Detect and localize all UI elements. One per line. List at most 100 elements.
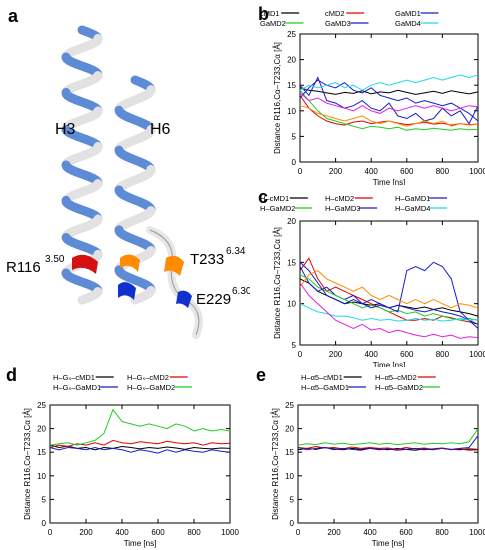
legend-label: H–cMD1 (260, 194, 289, 203)
series-line-4 (299, 261, 479, 325)
x-axis-label: Time [ns] (372, 539, 405, 548)
residue-r116-superscript: 3.50 (45, 254, 65, 265)
residue-t233-orange-left (120, 254, 140, 272)
legend-label: H–α5–GaMD1 (301, 383, 349, 392)
helix-h6-label: H6 (150, 121, 171, 138)
y-tick-label: 20 (37, 425, 46, 434)
plot-frame (299, 220, 479, 346)
x-axis-label: Time [ns] (373, 178, 406, 185)
legend-label: H–GaMD4 (395, 204, 430, 213)
x-tick-label: 400 (365, 167, 379, 176)
residue-r116-label: R116 (6, 259, 41, 276)
legend-label: H–GaMD3 (325, 204, 360, 213)
series-line-1 (49, 439, 231, 448)
residue-t233-label: T233 (190, 251, 224, 268)
legend-label: H–cMD2 (325, 194, 354, 203)
x-tick-label: 600 (400, 350, 414, 359)
series-line-7 (299, 92, 479, 114)
series-line-5 (299, 74, 479, 91)
legend-label: cMD2 (325, 9, 345, 18)
x-axis-label: Time [ns] (124, 539, 157, 548)
chart-b: 0 200 400 600 800 1000 0 5 10 15 20 25 Time [ns] Dist… (260, 9, 485, 185)
legend-label: H–Gₛ–GaMD1 (53, 383, 101, 392)
series-line-0 (299, 87, 479, 95)
series-line-7 (299, 282, 479, 339)
panel-label-e: e (256, 365, 267, 385)
legend-label: GaMD2 (260, 19, 286, 28)
y-tick-label: 5 (290, 495, 295, 504)
panel-label-b: b (258, 4, 269, 24)
legend-label: cMD1 (260, 9, 280, 18)
legend-label: H–GaMD2 (260, 204, 295, 213)
panel-label-d: d (6, 365, 17, 385)
x-tick-label: 600 (151, 528, 165, 537)
x-tick-label: 200 (79, 528, 93, 537)
x-tick-label: 400 (115, 528, 129, 537)
y-tick-label: 0 (292, 158, 297, 167)
series-line-6 (299, 270, 479, 309)
legend-label: H–α5–GaMD2 (375, 383, 423, 392)
x-tick-label: 200 (329, 167, 343, 176)
y-tick-label: 10 (285, 472, 294, 481)
legend-label: GaMD4 (395, 19, 421, 28)
x-tick-label: 800 (436, 350, 450, 359)
x-tick-label: 600 (400, 167, 414, 176)
series-line-3 (49, 408, 231, 446)
y-tick-label: 0 (290, 519, 295, 528)
legend-label: H–Gₛ–cMD2 (127, 373, 169, 382)
plot-frame (297, 404, 479, 524)
legend-label: H–Gₛ–GaMD2 (127, 383, 175, 392)
residue-e229-highlight (118, 282, 136, 300)
y-tick-label: 20 (287, 217, 296, 226)
x-tick-label: 1000 (469, 167, 485, 176)
y-tick-label: 15 (37, 448, 46, 457)
x-tick-label: 600 (399, 528, 413, 537)
helix-h3-label: H3 (55, 121, 76, 138)
legend-label: GaMD1 (395, 9, 421, 18)
x-tick-label: 0 (296, 528, 301, 537)
x-tick-label: 0 (48, 528, 53, 537)
legend-label: H–α5–cMD1 (301, 373, 343, 382)
y-axis-label: Distance R116,Cα–T233,Cα [Å] (23, 408, 32, 520)
series-line-0 (299, 278, 479, 317)
x-tick-label: 800 (187, 528, 201, 537)
y-tick-label: 5 (292, 341, 297, 350)
residue-t233-orange-right (164, 255, 184, 276)
x-tick-label: 0 (298, 350, 303, 359)
y-axis-label: Distance R116,Cα–T233,Cα [Å] (271, 408, 280, 520)
y-tick-label: 0 (42, 519, 47, 528)
y-tick-label: 10 (287, 300, 296, 309)
legend-label: H–α5–cMD2 (375, 373, 417, 382)
series-line-3 (297, 428, 479, 446)
x-tick-label: 400 (365, 350, 379, 359)
series-line-2 (299, 76, 479, 125)
series-line-2 (49, 446, 231, 454)
y-tick-label: 10 (287, 107, 296, 116)
x-tick-label: 1000 (469, 528, 485, 537)
legend-label: GaMD3 (325, 19, 351, 28)
residue-e229-superscript: 6.30 (232, 286, 250, 297)
series-line-3 (299, 89, 479, 131)
x-tick-label: 800 (435, 528, 449, 537)
series-line-3 (299, 274, 479, 321)
y-tick-label: 25 (285, 401, 294, 410)
series-line-2 (297, 435, 479, 451)
panel-label-c: c (258, 187, 269, 207)
y-tick-label: 20 (287, 56, 296, 65)
residue-e229-blue-right (176, 290, 192, 308)
y-tick-label: 25 (287, 30, 296, 39)
y-axis-label: Distance R116,Cα–T233,Cα [Å] (273, 227, 282, 339)
plot-frame (49, 404, 231, 524)
chart-e: 0 200 400 600 800 1000 0 5 10 15 20 25 Time [ns] Dist… (271, 373, 485, 548)
chart-c: 0 200 400 600 800 1000 5 10 15 20 Time [ns] Distanc… (260, 194, 485, 367)
helix-h6-ribbon (114, 75, 203, 339)
y-tick-label: 15 (285, 448, 294, 457)
y-tick-label: 20 (285, 425, 294, 434)
y-tick-label: 5 (292, 132, 297, 141)
legend-label: H–GaMD1 (395, 194, 430, 203)
x-tick-label: 200 (327, 528, 341, 537)
x-tick-label: 800 (436, 167, 450, 176)
x-tick-label: 1000 (221, 528, 239, 537)
series-line-4 (299, 79, 479, 122)
y-tick-label: 25 (37, 401, 46, 410)
